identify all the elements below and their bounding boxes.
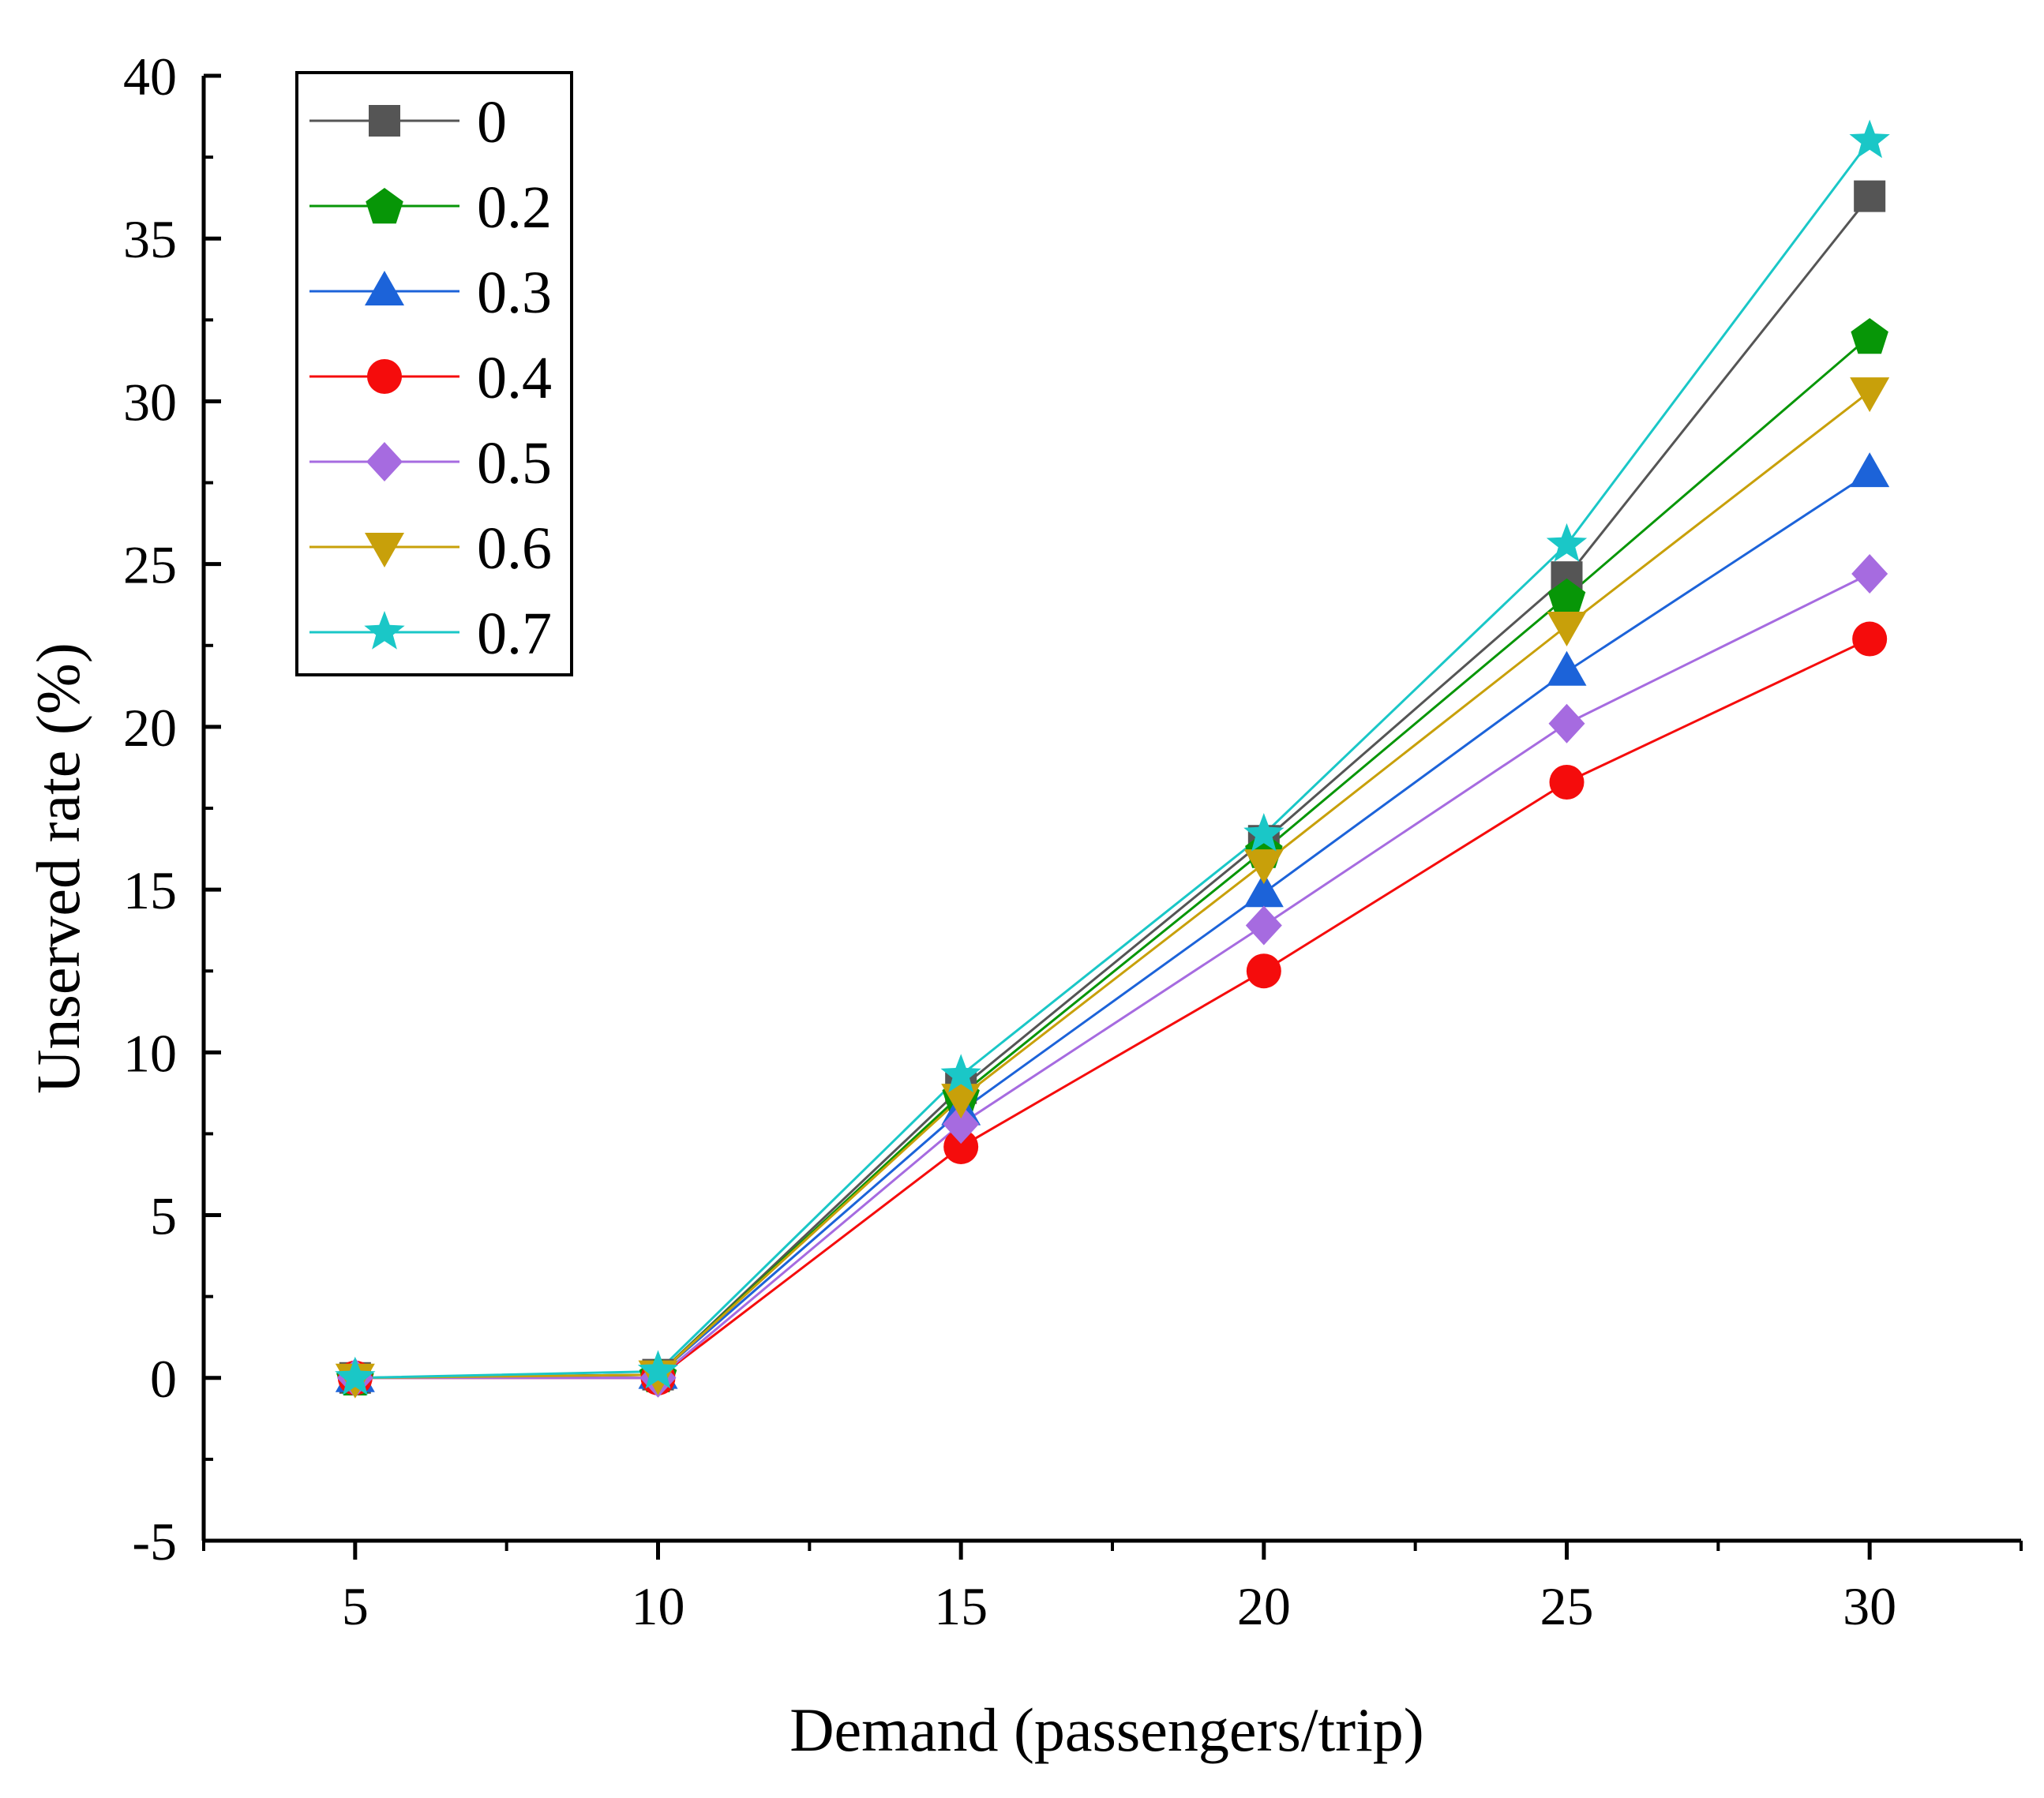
data-point [1546, 523, 1588, 562]
data-point [1547, 578, 1586, 615]
legend-item: 0.7 [309, 601, 552, 667]
series-line [354, 390, 1871, 1380]
data-point [1851, 554, 1888, 594]
data-point [1849, 119, 1890, 159]
legend-box [295, 71, 573, 676]
data-point [335, 1356, 376, 1395]
data-point [1852, 621, 1888, 657]
data-point [940, 1054, 981, 1092]
y-tick-label: 35 [123, 209, 177, 269]
data-point [1850, 452, 1890, 488]
y-tick-label: 40 [123, 47, 177, 107]
series-markers-0-7 [335, 119, 1890, 1395]
legend-marker [365, 271, 404, 305]
series-0-6 [354, 390, 1871, 1380]
legend-item: 0.2 [309, 174, 552, 241]
legend-marker [367, 359, 402, 394]
legend-marker [369, 105, 400, 137]
y-axis-title: Unserved rate (%) [24, 642, 92, 1094]
x-tick-label: 20 [1237, 1576, 1291, 1636]
legend-item: 0.6 [309, 515, 552, 582]
x-tick-label: 5 [342, 1576, 369, 1636]
legend-label: 0.6 [477, 515, 552, 582]
series [335, 119, 1890, 1399]
legend-label: 0.5 [477, 430, 552, 496]
legend-item: 0.5 [309, 430, 552, 496]
y-tick-label: 5 [150, 1186, 177, 1246]
legend-marker [366, 188, 403, 224]
data-point [941, 1084, 981, 1119]
y-tick-label: -5 [132, 1511, 177, 1571]
data-point [1245, 905, 1282, 946]
series-0-5 [354, 572, 1870, 1380]
y-tick-label: 10 [123, 1023, 177, 1083]
series-line [354, 572, 1870, 1380]
legend: 0 0.2 0.3 0.4 0.5 0.6 0.7 [295, 71, 573, 676]
legend-item: 0 [309, 89, 507, 155]
x-axis-title: Demand (passengers/trip) [789, 1695, 1424, 1764]
legend-item: 0.4 [309, 345, 552, 411]
y-tick-label: 0 [150, 1349, 177, 1409]
ticks: -5 0 5 10 15 20 25 30 35 40 5 10 15 20 25 30 [123, 47, 2023, 1636]
series-line [354, 140, 1871, 1380]
y-tick-label: 20 [123, 698, 177, 758]
x-tick-label: 15 [934, 1576, 988, 1636]
data-point [637, 1350, 679, 1389]
x-tick-label: 30 [1843, 1576, 1896, 1636]
x-tick-label: 10 [632, 1576, 685, 1636]
data-point [1549, 765, 1585, 800]
data-point [1548, 703, 1585, 744]
legend-label: 0.3 [477, 260, 552, 326]
data-point [1850, 377, 1890, 413]
data-point [943, 1129, 979, 1164]
data-point [1243, 849, 1284, 885]
data-point [1246, 953, 1281, 989]
data-point [1243, 872, 1284, 908]
data-point [1547, 650, 1587, 686]
legend-label: 0.7 [477, 601, 552, 667]
y-tick-label: 25 [123, 535, 177, 595]
legend-item: 0.3 [309, 260, 552, 326]
data-point [1243, 813, 1285, 852]
legend-label: 0.4 [477, 345, 552, 411]
data-point [1547, 612, 1587, 647]
series-0-7 [354, 140, 1871, 1380]
legend-label: 0 [477, 89, 507, 155]
legend-label: 0.2 [477, 174, 552, 241]
data-point [1851, 318, 1888, 354]
legend-marker [364, 611, 405, 650]
x-tick-label: 25 [1540, 1576, 1594, 1636]
y-tick-label: 30 [123, 372, 177, 432]
y-tick-label: 15 [123, 860, 177, 920]
legend-marker [365, 533, 404, 567]
legend-marker [366, 442, 403, 481]
data-point [943, 1104, 980, 1144]
data-point [1854, 180, 1886, 212]
